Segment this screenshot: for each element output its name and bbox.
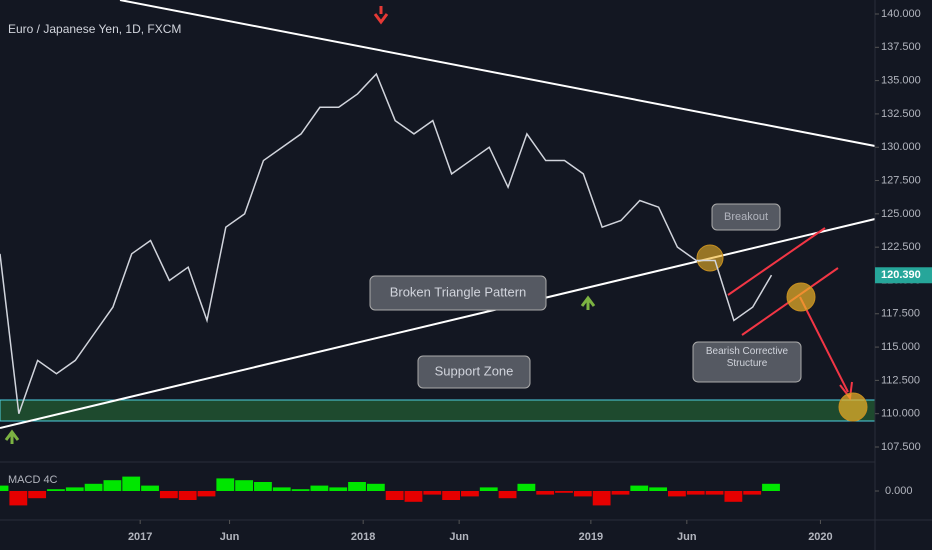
macd-bar: [649, 487, 668, 491]
macd-bar: [103, 480, 122, 491]
x-tick-label: 2020: [808, 531, 832, 543]
macd-bar: [385, 491, 404, 500]
y-tick-label: 137.500: [881, 41, 921, 53]
macd-bar: [517, 483, 536, 491]
macd-bar: [254, 482, 272, 491]
label-box: [711, 203, 781, 231]
macd-bar: [461, 491, 479, 497]
macd-bar: [705, 491, 724, 495]
macd-bar: [404, 491, 423, 502]
macd-bar: [573, 491, 592, 497]
support-zone: [0, 399, 876, 422]
macd-bar: [724, 491, 743, 502]
macd-bar: [348, 482, 366, 491]
y-tick-label: 140.000: [881, 8, 921, 20]
macd-bar: [498, 491, 517, 499]
macd-bar: [366, 483, 385, 491]
y-tick-label: 127.500: [881, 174, 921, 186]
x-tick-label: Jun: [220, 531, 240, 543]
y-tick-label: 135.000: [881, 75, 921, 87]
trendline-lower: [0, 218, 876, 429]
label-box: [417, 355, 531, 389]
channel-upper: [727, 227, 826, 296]
y-tick-label: 130.000: [881, 141, 921, 153]
x-tick-label: 2018: [351, 531, 375, 543]
macd-bar: [536, 491, 555, 495]
x-tick-label: 2017: [128, 531, 152, 543]
y-tick-label: 0.000: [885, 485, 913, 497]
macd-bar: [630, 485, 649, 491]
up-arrow: [4, 429, 20, 444]
annotation: Support Zone: [435, 363, 514, 378]
down-arrow: [373, 6, 389, 25]
y-tick-label: 132.500: [881, 108, 921, 120]
x-tick-label: Jun: [677, 531, 697, 543]
macd-bar: [743, 491, 762, 495]
macd-bar: [159, 491, 178, 499]
y-tick-label: 117.500: [881, 308, 920, 320]
macd-bar: [216, 478, 235, 491]
macd-bar: [272, 487, 291, 491]
last-price-label: 120.390: [881, 269, 921, 281]
macd-bar: [0, 485, 9, 491]
x-tick-label: Jun: [449, 531, 469, 543]
up-arrow: [580, 295, 596, 310]
macd-bar: [310, 485, 329, 491]
trendline-upper: [119, 0, 876, 147]
y-tick-label: 125.000: [881, 208, 921, 220]
annotation: Breakout: [724, 211, 768, 223]
macd-bar: [178, 491, 197, 500]
macd-bar: [47, 489, 65, 491]
macd-bar: [762, 483, 780, 491]
macd-bar: [442, 491, 461, 500]
macd-bar: [65, 487, 84, 491]
last-price-box: [875, 267, 932, 284]
annotation-wrap: Bearish Corrective Structure: [705, 346, 789, 369]
macd-bar: [668, 491, 686, 497]
macd-bar: [479, 487, 498, 491]
macd-bar: [28, 491, 47, 499]
indicator-name: MACD 4C: [8, 474, 58, 486]
macd-bar: [84, 483, 103, 491]
macd-bar: [9, 491, 28, 506]
macd-bar: [197, 491, 216, 497]
y-tick-label: 115.000: [881, 341, 920, 353]
macd-bar: [235, 480, 254, 491]
price-line: [0, 72, 773, 414]
macd-bar: [592, 491, 611, 506]
projection-arrow: [799, 296, 849, 393]
macd-bar: [423, 491, 442, 495]
y-tick-label: 107.500: [881, 441, 921, 453]
macd-bar: [555, 491, 573, 493]
retest-circle: [786, 282, 816, 312]
y-tick-label: 112.500: [881, 374, 920, 386]
label-box: [692, 341, 802, 383]
macd-bar: [686, 491, 705, 495]
target-circle: [838, 392, 868, 422]
macd-bar: [329, 487, 348, 491]
macd-bar: [122, 476, 141, 491]
breakout-circle: [696, 244, 724, 272]
annotation: Broken Triangle Pattern: [390, 284, 527, 299]
annotation: Bearish Corrective Structure: [705, 346, 789, 369]
chart-title: Euro / Japanese Yen, 1D, FXCM: [8, 22, 181, 36]
x-tick-label: 2019: [579, 531, 603, 543]
macd-bar: [291, 489, 310, 491]
y-tick-label: 110.000: [881, 408, 920, 420]
macd-bar: [611, 491, 630, 495]
label-box: [369, 275, 547, 311]
macd-bar: [141, 485, 159, 491]
y-tick-label: 122.500: [881, 241, 921, 253]
